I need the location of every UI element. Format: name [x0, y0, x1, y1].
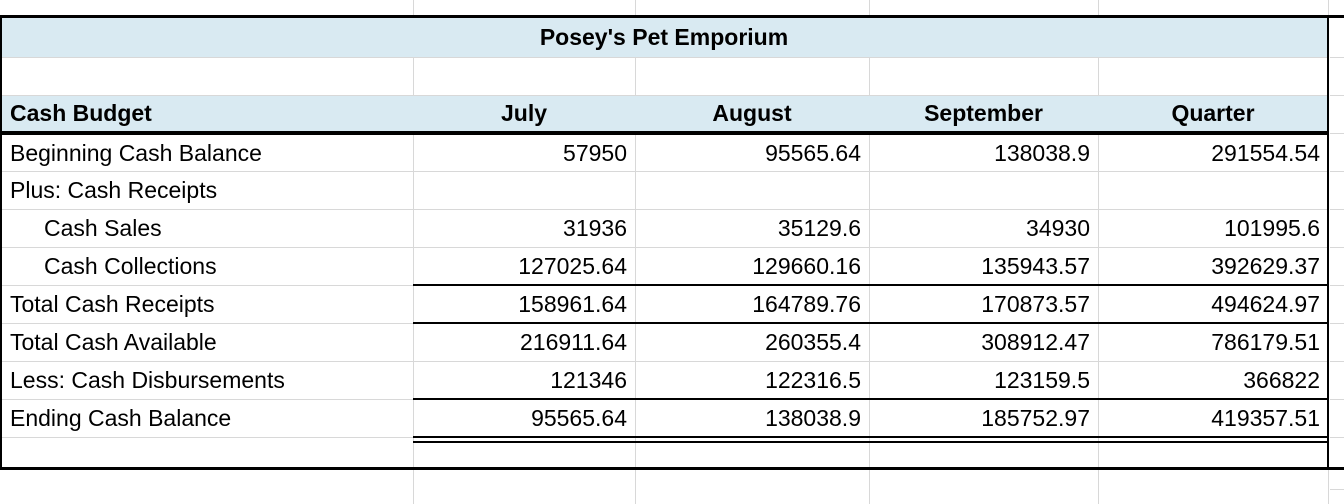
row-gridline	[1330, 247, 1344, 248]
row-gridline	[1330, 133, 1344, 134]
row-gridline	[2, 171, 1327, 172]
header-september[interactable]: September	[924, 100, 1043, 126]
cell-available-july[interactable]: 216911.64	[519, 329, 627, 355]
column-gridline	[1098, 0, 1099, 504]
double-underline-bottom	[413, 441, 1328, 443]
column-gridline	[413, 0, 414, 504]
row-gridline	[1330, 361, 1344, 362]
header-august[interactable]: August	[712, 100, 792, 126]
row-gridline	[2, 361, 1327, 362]
column-gridline	[635, 0, 636, 504]
subtotal-rule	[413, 398, 1328, 400]
cell-collections-quarter[interactable]: 392629.37	[1211, 253, 1320, 279]
label-total-cash-available[interactable]: Total Cash Available	[10, 329, 217, 355]
row-gridline	[1330, 399, 1344, 400]
cell-sales-july[interactable]: 31936	[563, 215, 627, 241]
row-gridline	[2, 399, 413, 400]
cell-receipts-july[interactable]	[413, 171, 635, 209]
cell-receipts-august[interactable]	[635, 171, 869, 209]
cell-receipts-september[interactable]	[869, 171, 1098, 209]
cell-available-august[interactable]: 260355.4	[765, 329, 861, 355]
row-gridline	[2, 209, 1327, 210]
cell-ending-august[interactable]: 138038.9	[765, 405, 861, 431]
cell-ending-july[interactable]: 95565.64	[531, 405, 627, 431]
row-gridline	[2, 57, 1327, 58]
cell-collections-august[interactable]: 129660.16	[752, 253, 861, 279]
header-cash-budget[interactable]: Cash Budget	[10, 100, 152, 126]
cell-collections-july[interactable]: 127025.64	[518, 253, 627, 279]
column-gridline	[869, 0, 870, 504]
cell-receipts-quarter[interactable]	[1098, 171, 1328, 209]
subtotal-rule	[413, 322, 1328, 324]
table-row: Beginning Cash Balance 57950 95565.64 13…	[2, 135, 1328, 171]
cell-ending-september[interactable]: 185752.97	[981, 405, 1090, 431]
label-cash-collections[interactable]: Cash Collections	[44, 253, 217, 279]
cell-disbursements-quarter[interactable]: 366822	[1243, 367, 1320, 393]
row-gridline	[1330, 95, 1344, 96]
cell-total-receipts-july[interactable]: 158961.64	[518, 291, 627, 317]
table-row: Ending Cash Balance 95565.64 138038.9 18…	[2, 399, 1328, 437]
cell-total-receipts-september[interactable]: 170873.57	[981, 291, 1090, 317]
table-bottom-border	[0, 467, 1344, 470]
table-right-border	[1327, 15, 1329, 470]
cell-available-quarter[interactable]: 786179.51	[1211, 329, 1320, 355]
row-gridline	[1330, 57, 1344, 58]
cell-collections-september[interactable]: 135943.57	[981, 253, 1090, 279]
row-gridline	[1330, 437, 1344, 438]
sheet-title[interactable]: Posey's Pet Emporium	[539, 24, 789, 50]
cell-disbursements-august[interactable]: 122316.5	[765, 367, 861, 393]
cell-beginning-september[interactable]: 138038.9	[994, 140, 1090, 166]
label-cash-sales[interactable]: Cash Sales	[44, 215, 162, 241]
row-gridline	[2, 95, 1327, 96]
cell-total-receipts-august[interactable]: 164789.76	[752, 291, 861, 317]
table-left-border	[0, 15, 2, 470]
title-cell-fill	[2, 17, 1327, 57]
row-gridline	[1330, 489, 1344, 490]
double-underline-top	[413, 436, 1328, 438]
table-row: Cash Collections 127025.64 129660.16 135…	[2, 247, 1328, 285]
row-gridline	[2, 323, 413, 324]
label-plus-cash-receipts[interactable]: Plus: Cash Receipts	[10, 177, 218, 203]
table-row: Cash Sales 31936 35129.6 34930 101995.6	[2, 209, 1328, 247]
header-july[interactable]: July	[500, 100, 548, 126]
cell-ending-quarter[interactable]: 419357.51	[1211, 405, 1320, 431]
table-row: Total Cash Receipts 158961.64 164789.76 …	[2, 285, 1328, 323]
header-bottom-border	[0, 131, 1329, 135]
subtotal-rule	[413, 284, 1328, 286]
cell-disbursements-september[interactable]: 123159.5	[994, 367, 1090, 393]
row-gridline	[1330, 323, 1344, 324]
label-less-cash-disbursements[interactable]: Less: Cash Disbursements	[10, 367, 285, 393]
label-beginning-cash-balance[interactable]: Beginning Cash Balance	[10, 140, 262, 166]
cell-beginning-august[interactable]: 95565.64	[765, 140, 861, 166]
header-row-fill	[2, 95, 1327, 131]
label-ending-cash-balance[interactable]: Ending Cash Balance	[10, 405, 232, 431]
cell-sales-august[interactable]: 35129.6	[777, 215, 861, 241]
cell-sales-september[interactable]: 34930	[1026, 215, 1090, 241]
label-total-cash-receipts[interactable]: Total Cash Receipts	[10, 291, 215, 317]
table-top-border	[0, 15, 1344, 18]
row-gridline	[2, 247, 1327, 248]
cell-disbursements-july[interactable]: 121346	[550, 367, 627, 393]
cell-total-receipts-quarter[interactable]: 494624.97	[1211, 291, 1320, 317]
table-row: Total Cash Available 216911.64 260355.4 …	[2, 323, 1328, 361]
table-row: Less: Cash Disbursements 121346 122316.5…	[2, 361, 1328, 399]
table-row: Plus: Cash Receipts	[2, 171, 1328, 209]
row-gridline	[2, 285, 413, 286]
header-quarter[interactable]: Quarter	[1171, 100, 1255, 126]
row-gridline	[1330, 209, 1344, 210]
cell-beginning-quarter[interactable]: 291554.54	[1211, 140, 1320, 166]
cell-available-september[interactable]: 308912.47	[981, 329, 1090, 355]
cell-sales-quarter[interactable]: 101995.6	[1224, 215, 1320, 241]
row-gridline	[2, 437, 413, 438]
row-gridline	[1330, 285, 1344, 286]
cell-beginning-july[interactable]: 57950	[563, 140, 627, 166]
row-gridline	[1330, 171, 1344, 172]
